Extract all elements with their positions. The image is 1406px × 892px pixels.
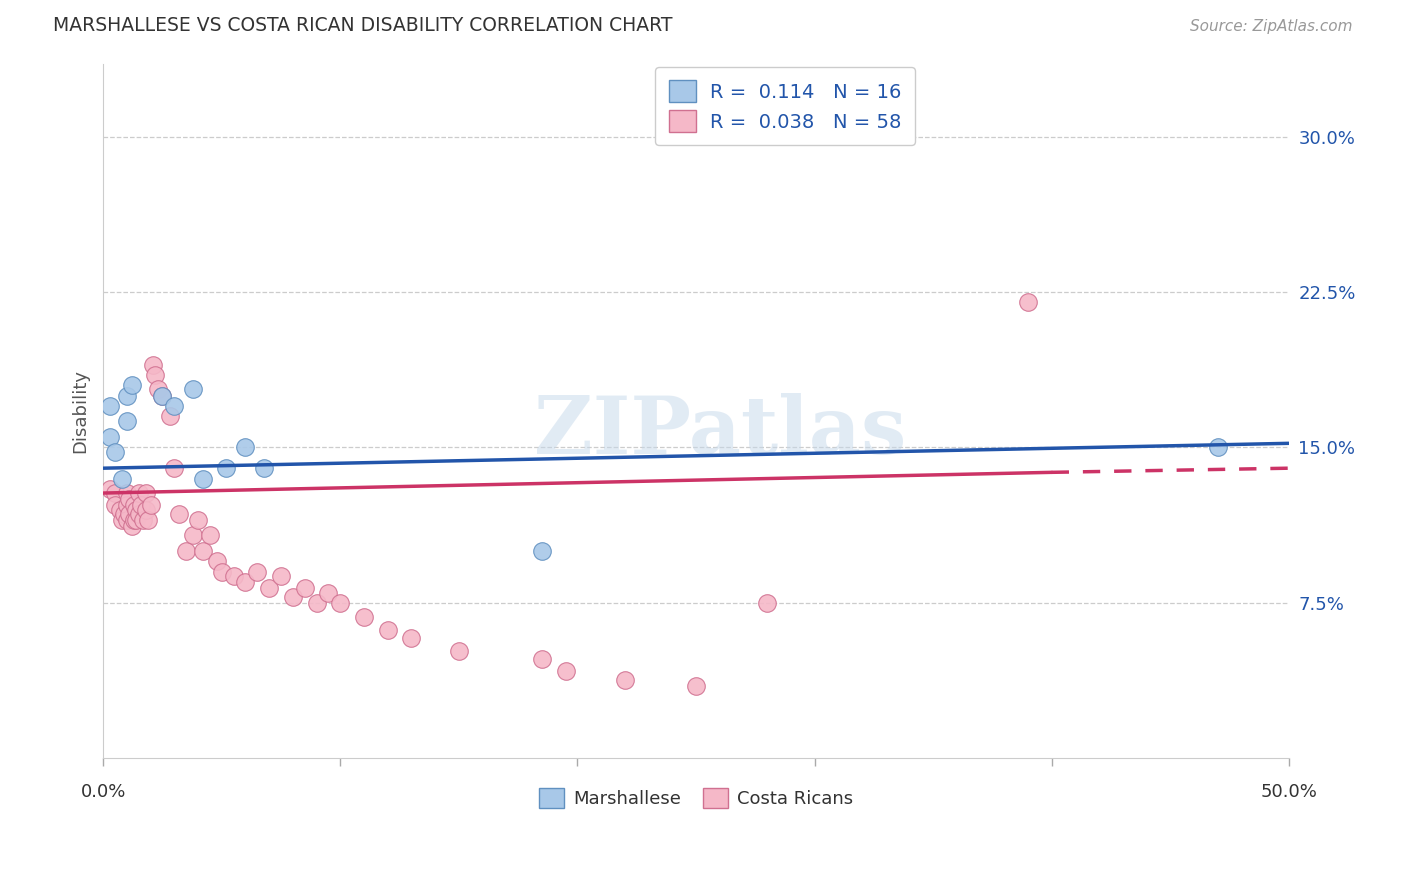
Point: [246, 565, 269, 579]
Point: [129, 499, 152, 513]
Point: [132, 513, 155, 527]
Point: [756, 596, 779, 610]
Point: [167, 507, 190, 521]
Point: [122, 499, 145, 513]
Point: [146, 383, 169, 397]
Point: [235, 441, 257, 455]
Point: [125, 502, 148, 516]
Point: [159, 409, 181, 424]
Point: [114, 507, 136, 521]
Point: [115, 389, 138, 403]
Point: [235, 575, 257, 590]
Text: 0.0%: 0.0%: [80, 783, 125, 801]
Point: [115, 513, 138, 527]
Point: [198, 527, 221, 541]
Point: [205, 554, 228, 568]
Text: ZIPatlas: ZIPatlas: [533, 393, 905, 471]
Point: [128, 486, 150, 500]
Point: [143, 368, 166, 382]
Point: [163, 399, 186, 413]
Point: [270, 569, 292, 583]
Point: [294, 582, 316, 596]
Point: [139, 499, 162, 513]
Point: [174, 544, 197, 558]
Point: [1206, 441, 1229, 455]
Point: [111, 471, 134, 485]
Point: [142, 358, 165, 372]
Text: Source: ZipAtlas.com: Source: ZipAtlas.com: [1189, 20, 1353, 34]
Point: [108, 502, 131, 516]
Text: 50.0%: 50.0%: [1260, 783, 1317, 801]
Point: [115, 413, 138, 427]
Point: [353, 610, 375, 624]
Point: [211, 565, 233, 579]
Point: [329, 596, 352, 610]
Point: [125, 513, 148, 527]
Point: [111, 513, 134, 527]
Legend: Marshallese, Costa Ricans: Marshallese, Costa Ricans: [531, 780, 860, 815]
Text: MARSHALLESE VS COSTA RICAN DISABILITY CORRELATION CHART: MARSHALLESE VS COSTA RICAN DISABILITY CO…: [53, 16, 673, 35]
Point: [181, 527, 204, 541]
Point: [152, 389, 174, 403]
Point: [215, 461, 238, 475]
Point: [377, 623, 399, 637]
Y-axis label: Disability: Disability: [72, 369, 89, 453]
Point: [104, 486, 127, 500]
Point: [115, 486, 138, 500]
Point: [136, 513, 159, 527]
Point: [281, 590, 304, 604]
Point: [122, 513, 145, 527]
Point: [104, 499, 127, 513]
Point: [104, 444, 127, 458]
Point: [135, 486, 157, 500]
Point: [118, 507, 141, 521]
Point: [530, 652, 553, 666]
Point: [135, 502, 157, 516]
Point: [163, 461, 186, 475]
Point: [530, 544, 553, 558]
Point: [222, 569, 245, 583]
Point: [253, 461, 276, 475]
Point: [554, 665, 576, 679]
Point: [401, 631, 423, 645]
Point: [152, 389, 174, 403]
Point: [98, 399, 121, 413]
Point: [118, 492, 141, 507]
Point: [98, 430, 121, 444]
Point: [447, 643, 470, 657]
Point: [121, 378, 143, 392]
Point: [1017, 295, 1039, 310]
Point: [115, 499, 138, 513]
Point: [318, 585, 340, 599]
Point: [98, 482, 121, 496]
Point: [305, 596, 328, 610]
Point: [613, 673, 636, 687]
Point: [181, 383, 204, 397]
Point: [257, 582, 280, 596]
Point: [685, 679, 707, 693]
Point: [187, 513, 209, 527]
Point: [121, 519, 143, 533]
Point: [191, 544, 214, 558]
Point: [128, 507, 150, 521]
Point: [191, 471, 214, 485]
